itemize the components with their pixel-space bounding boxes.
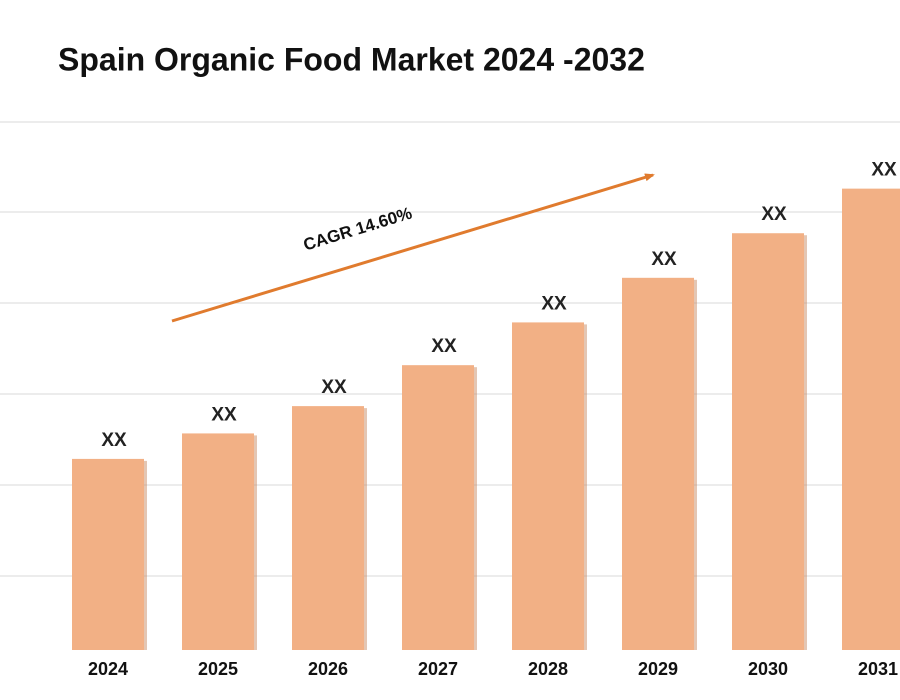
x-tick-label: 2024: [88, 659, 128, 679]
value-label: XX: [101, 430, 127, 451]
x-tick-label: 2026: [308, 659, 348, 679]
bar: [512, 322, 584, 650]
value-label: XX: [321, 377, 347, 398]
x-tick-label: 2027: [418, 659, 458, 679]
x-tick-label: 2029: [638, 659, 678, 679]
chart-title: Spain Organic Food Market 2024 -2032: [58, 41, 645, 77]
value-label: XX: [211, 404, 237, 425]
value-label: XX: [541, 293, 567, 314]
trend-arrow: [171, 173, 655, 323]
value-label: XX: [651, 249, 677, 270]
bar: [72, 458, 144, 650]
value-label: XX: [871, 160, 897, 181]
bar: [182, 433, 254, 650]
x-tick-label: 2030: [748, 659, 788, 679]
x-tick-label: 2028: [528, 659, 568, 679]
bar: [402, 365, 474, 650]
x-tick-label: 2031: [858, 659, 898, 679]
cagr-annotation: CAGR 14.60%: [301, 204, 414, 255]
bar: [732, 233, 804, 650]
bar: [842, 188, 900, 650]
bar: [292, 406, 364, 650]
value-label: XX: [761, 204, 787, 225]
x-tick-label: 2025: [198, 659, 238, 679]
bar: [622, 277, 694, 650]
value-label: XX: [431, 336, 457, 357]
